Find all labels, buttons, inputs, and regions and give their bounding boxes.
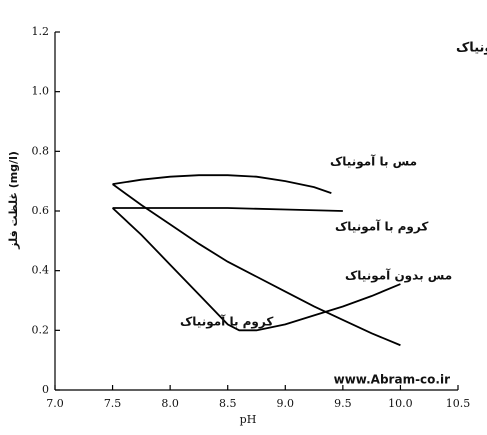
line-series	[112, 207, 343, 212]
y-axis-label: غلظت فلز (mg/l)	[7, 151, 20, 250]
x-axis-label: pH	[240, 413, 257, 426]
x-tick-label: 9.5	[334, 397, 352, 410]
title-box	[88, 34, 460, 62]
x-tick-label: 9.0	[277, 397, 295, 410]
y-tick-label: 0.6	[32, 204, 50, 217]
line-series	[111, 207, 401, 332]
y-tick-label: 0.4	[32, 264, 50, 277]
x-tick-label: 7.5	[104, 397, 122, 410]
line-series	[112, 174, 332, 194]
x-tick-label: 10.0	[388, 397, 413, 410]
y-tick-label: 1.0	[32, 85, 50, 98]
x-tick-label: 7.0	[46, 397, 64, 410]
x-tick-label: 10.5	[446, 397, 471, 410]
series-label: مس با آمونیاک	[330, 154, 417, 170]
line-series	[112, 183, 401, 347]
y-tick-label: 0	[42, 383, 49, 396]
x-tick-label: 8.0	[161, 397, 179, 410]
y-tick-label: 1.2	[32, 25, 50, 38]
series-label: مس بدون آمونیاک	[345, 268, 452, 284]
y-tick-label: 0.2	[32, 323, 50, 336]
series-label: کروم با آمونیاک	[335, 219, 428, 235]
watermark: www.Abram-co.ir	[334, 373, 450, 387]
x-tick-label: 8.5	[219, 397, 237, 410]
y-tick-label: 0.8	[32, 144, 50, 157]
series-label: کروم با آمونیاک	[180, 314, 273, 330]
chart-title: مقادیر مقایسه ای ph بهینه برای حذف فلزات…	[456, 39, 487, 56]
